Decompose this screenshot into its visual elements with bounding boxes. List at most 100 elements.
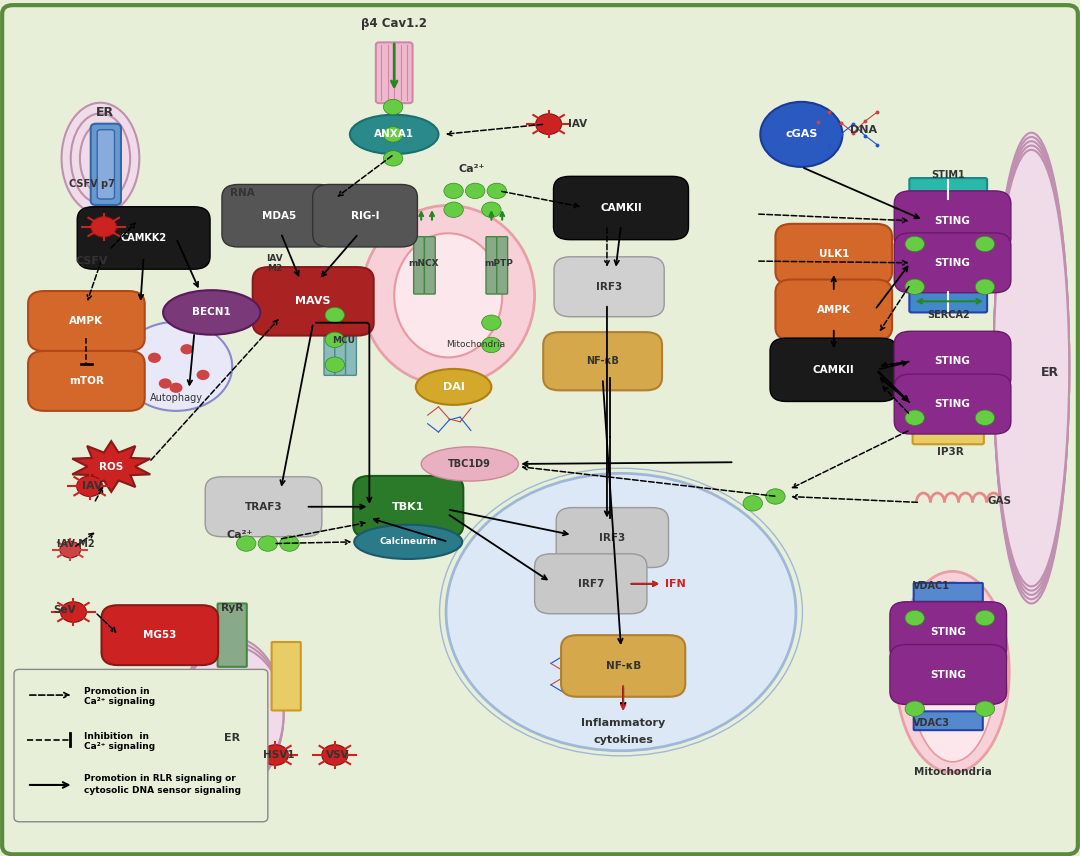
Circle shape [383,127,403,142]
Text: Inflammatory: Inflammatory [581,718,665,728]
Text: SeV: SeV [54,605,76,615]
Ellipse shape [180,638,283,792]
Text: ER: ER [225,733,240,743]
FancyBboxPatch shape [909,178,987,200]
Text: GAS: GAS [987,496,1011,506]
Text: Promotion in RLR signaling or: Promotion in RLR signaling or [84,775,237,783]
Ellipse shape [71,114,130,204]
Ellipse shape [416,369,491,405]
Text: ER: ER [1041,366,1058,379]
Circle shape [322,745,348,765]
Ellipse shape [362,205,535,385]
Circle shape [91,217,117,237]
FancyBboxPatch shape [28,351,145,411]
Text: IAV M2: IAV M2 [57,538,94,549]
Circle shape [465,183,485,199]
Text: Ca²⁺: Ca²⁺ [459,164,485,175]
Circle shape [905,701,924,716]
Text: cGAS: cGAS [785,129,818,140]
Text: cytosolic DNA sensor signaling: cytosolic DNA sensor signaling [84,786,241,794]
Ellipse shape [994,141,1069,595]
Text: TBK1: TBK1 [392,502,424,512]
Text: STING: STING [934,399,971,409]
Text: Mitochondria: Mitochondria [914,767,991,777]
Text: MAVS: MAVS [296,296,330,306]
FancyBboxPatch shape [78,207,210,269]
Circle shape [159,378,172,389]
FancyBboxPatch shape [253,267,374,336]
Circle shape [325,357,345,372]
Ellipse shape [354,525,462,559]
Text: β4 Cav1.2: β4 Cav1.2 [361,17,428,31]
Circle shape [120,322,232,411]
FancyBboxPatch shape [775,280,892,341]
FancyBboxPatch shape [28,291,145,351]
Ellipse shape [180,642,283,788]
Circle shape [905,236,924,252]
FancyBboxPatch shape [913,415,984,444]
Text: NF-κB: NF-κB [586,356,619,366]
Circle shape [237,536,256,551]
Text: IRF3: IRF3 [596,282,622,292]
FancyBboxPatch shape [91,124,121,205]
FancyBboxPatch shape [894,191,1011,251]
Text: Calcineurin: Calcineurin [379,538,437,546]
Circle shape [766,489,785,504]
Circle shape [77,476,103,496]
FancyBboxPatch shape [894,374,1011,434]
Circle shape [536,114,562,134]
FancyBboxPatch shape [497,236,508,294]
Text: mPTP: mPTP [485,259,513,268]
Text: IRF3: IRF3 [599,532,625,543]
Ellipse shape [62,103,139,214]
Circle shape [905,610,924,626]
FancyBboxPatch shape [346,318,356,375]
Text: ULK1: ULK1 [819,249,849,259]
FancyBboxPatch shape [556,508,669,568]
Ellipse shape [350,115,438,154]
Circle shape [905,279,924,294]
Circle shape [975,410,995,425]
Text: VDAC3: VDAC3 [913,718,949,728]
Text: mTOR: mTOR [69,376,104,386]
Text: CSFV: CSFV [76,256,108,266]
Text: STIM1: STIM1 [931,170,966,181]
FancyBboxPatch shape [97,130,114,199]
Text: IP3R: IP3R [937,447,963,457]
Text: VDAC1: VDAC1 [913,581,949,591]
Text: VSV: VSV [326,750,350,760]
FancyBboxPatch shape [535,554,647,614]
Circle shape [325,332,345,348]
Text: Ca²⁺ signaling: Ca²⁺ signaling [84,698,156,706]
FancyBboxPatch shape [102,605,218,665]
Ellipse shape [909,582,996,762]
Text: Promotion in: Promotion in [84,687,150,696]
FancyBboxPatch shape [353,476,463,538]
FancyBboxPatch shape [376,42,413,103]
Text: ANXA1: ANXA1 [374,129,415,140]
Circle shape [148,353,161,363]
Text: SERCA2: SERCA2 [927,310,970,320]
Text: CAMKII: CAMKII [813,365,854,375]
Circle shape [383,151,403,166]
FancyBboxPatch shape [272,642,300,710]
Ellipse shape [994,146,1069,591]
Text: BECN1: BECN1 [192,307,231,318]
FancyBboxPatch shape [14,669,268,822]
Text: Ca²⁺: Ca²⁺ [227,530,253,540]
Ellipse shape [994,133,1069,603]
FancyBboxPatch shape [562,635,686,697]
Circle shape [59,541,81,558]
Circle shape [325,307,345,323]
FancyBboxPatch shape [335,318,346,375]
Circle shape [258,536,278,551]
Text: IAV: IAV [82,481,102,491]
Circle shape [975,701,995,716]
Circle shape [975,610,995,626]
Text: mNCX: mNCX [408,259,438,268]
Text: TRAF3: TRAF3 [245,502,282,512]
Text: AMPK: AMPK [69,316,104,326]
Text: HSV1: HSV1 [262,750,295,760]
Text: CSFV p7: CSFV p7 [69,179,114,189]
FancyBboxPatch shape [894,331,1011,391]
